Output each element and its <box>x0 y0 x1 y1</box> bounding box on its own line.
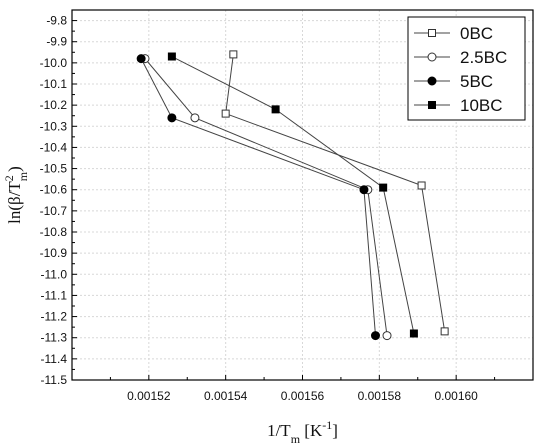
x-tick-label: 0.00154 <box>204 389 248 403</box>
legend-marker <box>427 76 437 86</box>
x-tick-label: 0.00158 <box>358 389 402 403</box>
y-tick-label: -11.2 <box>41 310 68 324</box>
y-tick-label: -10.9 <box>40 246 68 260</box>
data-point-10bc <box>271 105 280 114</box>
x-axis-title-sub: m <box>291 432 301 446</box>
legend-label: 2.5BC <box>460 48 507 67</box>
data-point-5bc <box>370 331 380 341</box>
legend-item-0bc: 0BC <box>414 24 493 43</box>
legend-label: 10BC <box>460 96 503 115</box>
series-line-2-5bc <box>144 58 388 336</box>
tick-layer: -9.8 -9.9 -10.0 -10.1 -10.2 -10.3 -10.4 -10.5 -1… <box>40 14 496 403</box>
series-10bc <box>167 52 418 338</box>
series-0bc <box>221 50 449 336</box>
y-tick-label: -10.0 <box>40 56 68 70</box>
data-point-10bc <box>379 183 388 192</box>
series-2-5bc <box>140 54 392 341</box>
y-tick-label: -11.4 <box>41 352 68 366</box>
data-point-2-5bc <box>190 113 200 123</box>
legend: 0BC 2.5BC 5BC 10BC <box>407 16 526 121</box>
plot-frame <box>71 9 534 381</box>
y-tick-label: -10.3 <box>40 119 68 133</box>
data-point-0bc <box>417 181 426 190</box>
y-tick-label: -10.8 <box>40 225 68 239</box>
series-5bc <box>136 54 380 341</box>
legend-label: 5BC <box>460 72 493 91</box>
legend-item-10bc: 10BC <box>414 96 503 115</box>
y-tick-label: -10.7 <box>40 204 68 218</box>
legend-marker <box>427 52 437 62</box>
data-point-5bc <box>136 54 146 64</box>
y-tick-label: -11.3 <box>41 331 68 345</box>
y-tick-label: -10.6 <box>40 183 68 197</box>
x-axis-title-unit: [K <box>300 421 323 440</box>
data-point-10bc <box>167 52 176 61</box>
x-tick-label: 0.00152 <box>127 389 171 403</box>
legend-items: 0BC 2.5BC 5BC 10BC <box>414 24 507 115</box>
series-line-10bc <box>171 56 415 334</box>
data-point-0bc <box>221 109 230 118</box>
x-axis-title-unit-end: ] <box>332 421 338 440</box>
legend-box <box>407 16 526 121</box>
data-point-0bc <box>440 327 449 336</box>
data-point-5bc <box>167 113 177 123</box>
y-axis-title-main: ln(β/T <box>5 181 24 224</box>
x-axis-title-unit-sup: -1 <box>322 418 332 432</box>
legend-item-2-5bc: 2.5BC <box>414 48 507 67</box>
x-axis-title: 1/Tm [K-1] <box>267 418 338 446</box>
series-layer <box>136 50 449 341</box>
y-tick-label: -10.2 <box>40 98 68 112</box>
y-axis-title: ln(β/T2m) <box>2 166 30 224</box>
grid-layer <box>72 10 533 381</box>
data-point-2-5bc <box>382 331 392 341</box>
series-line-0bc <box>225 54 446 332</box>
legend-marker <box>428 101 436 109</box>
legend-marker <box>428 29 436 37</box>
x-tick-label: 0.00156 <box>281 389 325 403</box>
y-tick-label: -11.5 <box>41 373 68 387</box>
y-axis-title-sup: 2 <box>2 175 16 181</box>
data-point-5bc <box>359 185 369 195</box>
y-tick-label: -10.5 <box>40 162 68 176</box>
legend-item-5bc: 5BC <box>414 72 493 91</box>
y-tick-label: -9.8 <box>46 14 67 28</box>
series-line-5bc <box>140 58 376 336</box>
y-tick-label: -10.4 <box>40 140 68 154</box>
x-axis-title-main: 1/T <box>267 421 291 440</box>
x-tick-label: 0.00160 <box>434 389 478 403</box>
y-axis-title-end: ) <box>5 166 24 172</box>
y-tick-label: -9.9 <box>46 35 67 49</box>
data-point-10bc <box>409 329 418 338</box>
y-tick-label: -11.1 <box>41 288 68 302</box>
legend-label: 0BC <box>460 24 493 43</box>
data-point-0bc <box>229 50 238 59</box>
y-tick-label: -10.1 <box>40 77 68 91</box>
y-tick-label: -11.0 <box>41 267 68 281</box>
y-axis-title-sub: m <box>16 171 30 181</box>
